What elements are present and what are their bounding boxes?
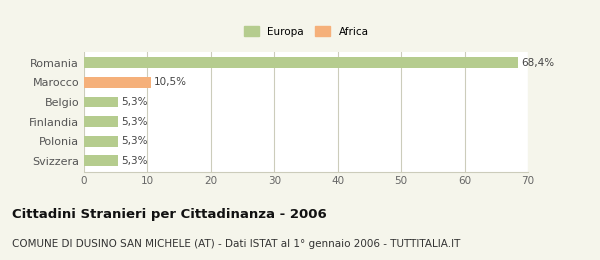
Bar: [84, 97, 118, 107]
Text: 5,3%: 5,3%: [121, 97, 147, 107]
Bar: [84, 57, 518, 68]
Text: 68,4%: 68,4%: [521, 58, 554, 68]
Text: 5,3%: 5,3%: [121, 156, 147, 166]
Text: 5,3%: 5,3%: [121, 136, 147, 146]
Text: COMUNE DI DUSINO SAN MICHELE (AT) - Dati ISTAT al 1° gennaio 2006 - TUTTITALIA.I: COMUNE DI DUSINO SAN MICHELE (AT) - Dati…: [12, 239, 460, 249]
Text: 10,5%: 10,5%: [154, 77, 187, 87]
Bar: [84, 116, 118, 127]
Text: Cittadini Stranieri per Cittadinanza - 2006: Cittadini Stranieri per Cittadinanza - 2…: [12, 208, 327, 221]
Bar: [84, 77, 151, 88]
Legend: Europa, Africa: Europa, Africa: [241, 24, 371, 39]
Bar: [84, 155, 118, 166]
Text: 5,3%: 5,3%: [121, 116, 147, 127]
Bar: [84, 136, 118, 147]
